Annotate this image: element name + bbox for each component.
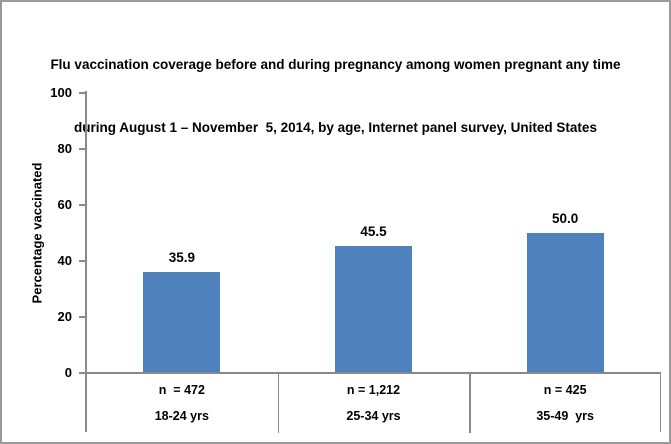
y-tick-label: 60 <box>57 197 72 212</box>
bar <box>335 245 412 372</box>
category-label: 35-49 yrs <box>536 409 594 423</box>
y-tick-label: 100 <box>50 85 72 100</box>
y-tick <box>79 92 86 94</box>
y-tick-label: 20 <box>57 309 72 324</box>
bar <box>526 233 604 372</box>
category-label: 18-24 yrs <box>154 409 209 423</box>
sample-size-label: n = 1,212 <box>346 383 401 397</box>
y-tick-label: 80 <box>57 141 72 156</box>
y-tick <box>79 372 86 374</box>
chart-title: Flu vaccination coverage before and duri… <box>0 12 671 180</box>
sample-size-label: n = 425 <box>543 383 587 397</box>
y-tick-label: 40 <box>57 253 72 268</box>
y-tick-label: 0 <box>64 365 72 380</box>
bar-value-label: 45.5 <box>360 223 387 239</box>
chart-title-line-2: during August 1 – November 5, 2014, by a… <box>74 120 597 135</box>
chart-title-line-1: Flu vaccination coverage before and duri… <box>50 57 621 72</box>
bar <box>143 272 221 372</box>
category-divider <box>277 373 280 433</box>
y-tick <box>79 260 86 262</box>
category-divider <box>469 373 471 433</box>
sample-size-label: n = 472 <box>158 383 205 397</box>
y-tick <box>79 148 86 150</box>
category-label: 25-34 yrs <box>346 409 401 423</box>
bar-value-label: 50.0 <box>552 211 579 226</box>
y-axis-line <box>85 91 87 432</box>
x-axis-line <box>86 372 661 374</box>
y-tick <box>79 204 86 206</box>
y-tick <box>79 316 86 318</box>
table-right-border <box>659 372 661 432</box>
bar-value-label: 35.9 <box>168 250 195 266</box>
